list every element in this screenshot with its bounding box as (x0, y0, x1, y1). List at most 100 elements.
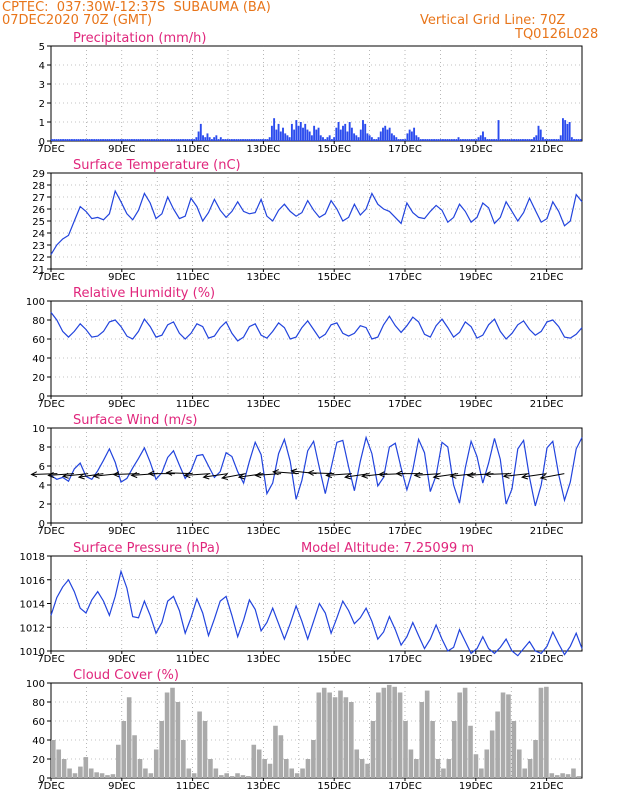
cloud-bar (516, 749, 522, 778)
precip-bar (526, 139, 529, 141)
wind-arrow-head (502, 472, 510, 479)
precip-bar (62, 139, 64, 141)
precip-bar (557, 139, 560, 141)
cloud-bar (489, 730, 495, 778)
precip-bar (313, 125, 316, 141)
precip-bar (297, 125, 300, 141)
precip-bar (330, 139, 333, 141)
precip-bar (230, 139, 233, 141)
precip-bar (466, 139, 469, 141)
precip-bar (344, 123, 347, 141)
wind-arrow-shaft (503, 473, 529, 477)
precip-bar (148, 139, 151, 141)
x-tick-label-wind: 11DEC (176, 526, 210, 537)
precip-bar (448, 139, 451, 141)
x-tick-label-temp: 7DEC (37, 272, 64, 283)
precip-bar (577, 139, 580, 141)
y-tick-label-cloud: 80 (32, 698, 45, 709)
cloud-bar (202, 721, 208, 778)
precip-bar (257, 139, 260, 141)
precip-bar (193, 139, 196, 141)
wind-arrow-head (539, 474, 547, 481)
x-tick-label-cloud: 9DEC (108, 781, 135, 792)
rh-series-line (50, 312, 583, 342)
x-tick-label-pressure: 15DEC (317, 654, 351, 665)
y-tick-label-cloud: 100 (26, 679, 45, 690)
cloud-bar (164, 692, 170, 778)
precip-bar (79, 139, 82, 141)
precip-bar (157, 139, 160, 141)
precip-bar (333, 137, 336, 141)
precip-bar (299, 122, 302, 141)
precip-bar (126, 139, 129, 141)
precip-bar (102, 139, 104, 141)
precip-bar (210, 139, 213, 141)
y-tick-label-temp: 29 (32, 169, 45, 180)
precip-bar (462, 139, 464, 141)
precip-bar (404, 139, 407, 141)
precip-bar (239, 139, 242, 141)
y-tick-label-temp: 22 (32, 253, 45, 264)
precip-bar (86, 139, 89, 141)
cloud-bar (451, 721, 457, 778)
cloud-bar (403, 721, 408, 778)
cloud-bar (94, 772, 99, 778)
cloud-bar (294, 773, 300, 778)
wind-arrow-head (344, 473, 352, 480)
cloud-bar (143, 768, 148, 778)
precip-bar (310, 135, 313, 141)
precip-bar (288, 137, 291, 141)
precip-bar (457, 137, 460, 141)
x-tick-label-temp: 19DEC (459, 272, 493, 283)
precip-bar (555, 139, 558, 141)
y-tick-label-wind: 10 (32, 424, 45, 435)
cloud-bar (235, 773, 240, 778)
wind-arrow-shaft (78, 473, 104, 478)
precip-bar (435, 139, 438, 141)
pressure-series-line (50, 569, 583, 657)
wind-arrow-head (449, 472, 457, 479)
wind-arrow-head (237, 473, 245, 480)
precip-bar (535, 135, 538, 141)
precip-bar (366, 133, 369, 141)
wind-arrow-shaft (238, 473, 264, 478)
cloud-bar (186, 768, 192, 778)
x-tick-label-wind: 17DEC (388, 526, 422, 537)
cloud-bar (116, 744, 121, 778)
x-tick-label-precip: 7DEC (37, 144, 64, 155)
precip-bar (188, 139, 191, 141)
y-tick-label-pressure: 1016 (20, 576, 45, 587)
precip-bar (282, 127, 284, 141)
precip-bar (279, 131, 282, 141)
wind-arrow-shaft (184, 473, 211, 476)
cloud-bar (99, 773, 105, 778)
precip-bar (353, 133, 356, 141)
x-tick-label-precip: 11DEC (176, 144, 210, 155)
precip-bar (295, 120, 298, 141)
precip-bar (519, 139, 522, 141)
precip-bar (59, 139, 62, 141)
precip-bar (286, 135, 289, 141)
precip-bar (99, 139, 102, 141)
y-tick-label-temp: 26 (32, 205, 45, 216)
cloud-bar (332, 697, 338, 778)
precip-bar (368, 135, 371, 141)
precip-bar (450, 139, 453, 141)
precip-bar (524, 139, 527, 141)
x-tick-label-rh: 21DEC (530, 399, 564, 410)
precip-bar (124, 139, 127, 141)
cloud-bar (56, 749, 62, 778)
precip-bar (182, 139, 184, 141)
wind-arrow-head (432, 473, 440, 480)
precip-bar (502, 139, 504, 141)
y-tick-label-precip: 0 (39, 137, 45, 148)
header-date: 07DEC2020 70Z (GMT) (2, 13, 153, 28)
cloud-bar (446, 759, 452, 778)
x-tick-label-temp: 21DEC (530, 272, 564, 283)
precip-bar (379, 131, 382, 141)
wind-arrow-head (466, 471, 474, 479)
precip-bar (439, 139, 442, 141)
x-tick-label-temp: 15DEC (317, 272, 351, 283)
precip-bar (459, 139, 462, 141)
precip-bar (259, 139, 262, 141)
